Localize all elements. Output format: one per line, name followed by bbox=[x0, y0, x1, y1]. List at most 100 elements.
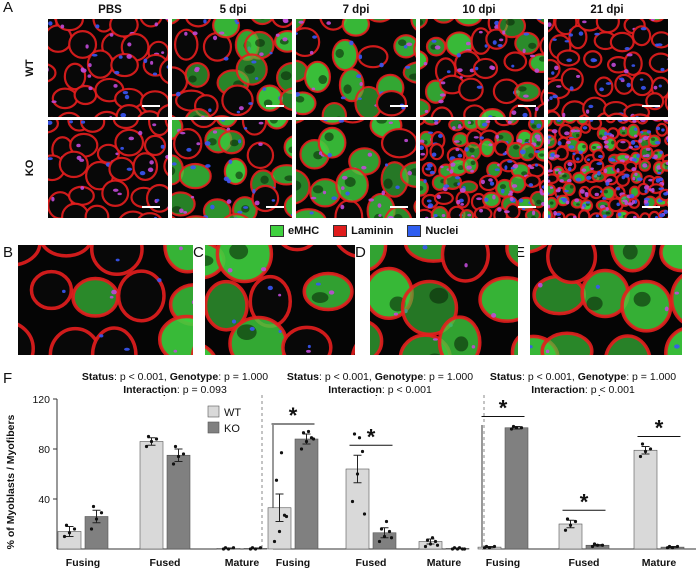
error-bar bbox=[353, 454, 362, 484]
panel-letter-e: E bbox=[515, 244, 526, 261]
x-tick-label: Fused bbox=[569, 557, 600, 568]
panel-title: 10 dpi bbox=[577, 395, 607, 397]
x-tick-label: Fusing bbox=[276, 557, 310, 568]
status-value: : p < 0.001, bbox=[318, 371, 375, 383]
column-header-10dpi: 10 dpi bbox=[462, 4, 496, 16]
data-point bbox=[176, 454, 181, 459]
status-label: Status bbox=[81, 371, 114, 383]
legend-swatch-laminin bbox=[333, 225, 348, 237]
interaction-label: Interaction bbox=[531, 383, 585, 396]
data-point bbox=[350, 499, 355, 504]
legend-label-nuclei: Nuclei bbox=[425, 225, 459, 237]
data-point bbox=[284, 514, 289, 519]
data-point bbox=[274, 478, 279, 482]
data-point bbox=[648, 447, 653, 451]
data-point bbox=[272, 539, 277, 544]
scale-bar bbox=[642, 206, 660, 208]
data-point bbox=[352, 432, 357, 436]
error-bar bbox=[92, 509, 101, 524]
genotype-value: : p = 1.000 bbox=[218, 371, 269, 383]
data-point bbox=[425, 538, 430, 542]
x-tick-label: Mature bbox=[642, 557, 677, 568]
interaction-label: Interaction bbox=[328, 383, 382, 396]
micrograph-wt-5dpi bbox=[172, 19, 292, 117]
stats-line-status: Status: p < 0.001, Genotype: p = 1.000 bbox=[60, 371, 290, 384]
micrograph-ko-5dpi bbox=[172, 120, 292, 218]
chart-legend-swatch-ko bbox=[207, 421, 220, 434]
data-point bbox=[592, 542, 597, 546]
chart-legend-label-ko: KO bbox=[224, 423, 240, 435]
data-point bbox=[563, 528, 568, 532]
column-header-21dpi: 21 dpi bbox=[590, 4, 624, 16]
data-point bbox=[89, 527, 94, 531]
micrograph-ko-7dpi bbox=[296, 120, 416, 218]
legend-swatch-nuclei bbox=[407, 225, 422, 237]
stats-line-interaction: Interaction: p = 0.093 bbox=[60, 384, 290, 397]
data-point bbox=[62, 534, 67, 539]
data-point bbox=[258, 546, 263, 550]
status-label: Status bbox=[286, 371, 319, 383]
data-point bbox=[433, 539, 438, 544]
data-point bbox=[452, 546, 457, 550]
data-point bbox=[99, 511, 104, 515]
scale-bar bbox=[518, 206, 536, 208]
panel-letter-c: C bbox=[193, 244, 204, 261]
significance-star: * bbox=[499, 396, 508, 421]
data-point bbox=[355, 472, 360, 476]
stain-legend: eMHC Laminin Nuclei bbox=[270, 225, 458, 237]
x-tick-label: Mature bbox=[427, 557, 462, 568]
data-point bbox=[253, 547, 258, 551]
scale-bar bbox=[266, 206, 284, 208]
data-point bbox=[301, 431, 306, 435]
legend-item-nuclei: Nuclei bbox=[407, 225, 458, 237]
data-point bbox=[146, 434, 151, 439]
interaction-value: : p = 0.093 bbox=[176, 383, 227, 396]
data-point bbox=[519, 426, 524, 430]
data-point bbox=[573, 519, 578, 524]
chart-legend-swatch-wt bbox=[207, 405, 220, 418]
chart-legend-label-wt: WT bbox=[224, 407, 241, 419]
data-point bbox=[94, 517, 99, 521]
genotype-label: Genotype bbox=[374, 371, 424, 383]
column-header-7dpi: 7 dpi bbox=[342, 4, 370, 16]
data-point bbox=[387, 529, 392, 534]
data-point bbox=[377, 539, 382, 544]
stats-panel-7dpi: Status: p < 0.001, Genotype: p = 1.000 I… bbox=[265, 371, 495, 396]
data-point bbox=[299, 447, 304, 451]
data-point bbox=[250, 546, 255, 550]
row-header-ko: KO bbox=[24, 159, 36, 177]
stats-line-interaction: Interaction: p < 0.001 bbox=[265, 384, 495, 397]
y-tick-label: 80 bbox=[38, 444, 50, 456]
zoom-micrograph-b bbox=[18, 245, 193, 355]
data-point bbox=[428, 542, 433, 546]
legend-item-emhc: eMHC bbox=[270, 225, 319, 237]
data-point bbox=[382, 534, 387, 539]
micrograph-wt-21dpi bbox=[548, 19, 668, 117]
data-point bbox=[675, 544, 680, 549]
significance-star: * bbox=[367, 424, 376, 449]
data-point bbox=[492, 544, 497, 549]
data-point bbox=[643, 449, 648, 454]
data-point bbox=[231, 546, 236, 550]
stats-panel-10dpi: Status: p < 0.001, Genotype: p = 1.000 I… bbox=[468, 371, 698, 396]
data-point bbox=[430, 536, 435, 540]
genotype-label: Genotype bbox=[169, 371, 219, 383]
legend-label-emhc: eMHC bbox=[288, 225, 320, 237]
panel-title: 7 dpi bbox=[360, 395, 385, 397]
x-tick-label: Mature bbox=[225, 557, 260, 568]
y-tick-label: 40 bbox=[38, 494, 50, 506]
data-point bbox=[311, 437, 316, 441]
panel-letter-b: B bbox=[3, 244, 14, 261]
data-point bbox=[91, 504, 96, 509]
data-point bbox=[362, 512, 367, 516]
data-point bbox=[638, 454, 643, 459]
stats-panel-5dpi: Status: p < 0.001, Genotype: p = 1.000 I… bbox=[60, 371, 290, 396]
error-bar bbox=[275, 493, 284, 522]
bar-ko-fusing bbox=[294, 438, 319, 550]
data-point bbox=[565, 517, 570, 521]
data-point bbox=[171, 462, 176, 466]
scale-bar bbox=[266, 105, 284, 107]
data-point bbox=[457, 546, 462, 550]
bar-wt-mature bbox=[633, 449, 658, 550]
genotype-label: Genotype bbox=[577, 371, 627, 383]
